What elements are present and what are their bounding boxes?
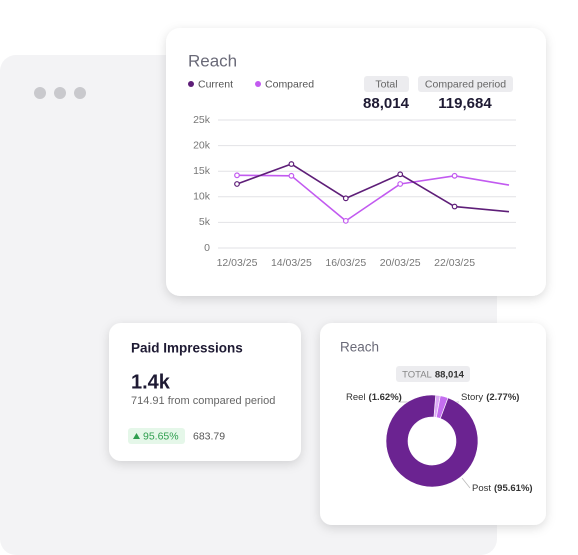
legend-dot [188,81,194,87]
data-point [451,203,458,210]
window-dot [54,87,66,99]
data-point [234,181,240,187]
total-value: 88,014 [363,95,410,112]
slice-value: (2.77%) [486,392,519,403]
card-title: Reach [188,51,237,70]
legend-dot [255,81,262,87]
y-tick-label: 15k [193,165,211,177]
x-tick-label: 22/03/25 [434,257,475,269]
slice-label: Post (95.61%) [472,483,533,494]
total-pill-text: TOTAL 88,014 [402,369,465,380]
donut-segment [385,394,479,488]
up-arrow [133,433,140,439]
leader-line [461,477,471,489]
series-line [236,163,510,213]
slice-name: Story [461,392,483,403]
legend-label: Current [198,78,233,90]
total-label: Total [375,78,397,90]
change-badge [128,428,185,444]
pill [364,76,409,92]
data-point [342,195,349,202]
paid-card [109,323,301,461]
slice-label: Story (2.77%) [461,392,519,403]
slice-name: Reel [346,392,366,403]
previous-value: 683.79 [193,430,225,442]
legend-label: Compared [265,78,314,90]
x-tick-label: 16/03/25 [325,257,366,269]
pill [418,76,513,92]
y-tick-label: 25k [193,114,211,126]
data-point [342,217,349,224]
card-title: Paid Impressions [131,341,243,356]
donut-card [320,323,546,525]
series-line [236,174,510,222]
x-tick-label: 20/03/25 [380,257,421,269]
slice-label: Reel (1.62%) [346,392,402,403]
reach-card [166,28,546,296]
y-tick-label: 5k [199,216,211,228]
x-tick-label: 14/03/25 [271,257,312,269]
compared-label: Compared period [425,78,506,90]
card-title: Reach [340,340,379,355]
y-tick-label: 10k [193,191,211,203]
slice-value: (1.62%) [369,392,402,403]
data-point [234,172,240,179]
x-tick-label: 12/03/25 [217,257,258,269]
pill [396,366,470,382]
y-tick-label: 20k [193,139,211,151]
data-point [288,161,295,167]
y-tick-label: 0 [204,242,210,254]
total-label: TOTAL [402,369,432,380]
slice-value: (95.61%) [494,483,533,494]
data-point [397,181,404,187]
slice-name: Post [472,483,491,494]
data-point [397,171,404,178]
compared-value: 119,684 [438,95,492,112]
metric-value: 1.4k [131,371,171,393]
window-dot [74,87,86,99]
window-dot [34,87,46,99]
change-value: 95.65% [143,430,179,442]
metric-subtitle: 714.91 from compared period [131,395,275,407]
data-point [288,172,295,179]
data-point [451,172,458,179]
total-value: 88,014 [435,369,465,380]
